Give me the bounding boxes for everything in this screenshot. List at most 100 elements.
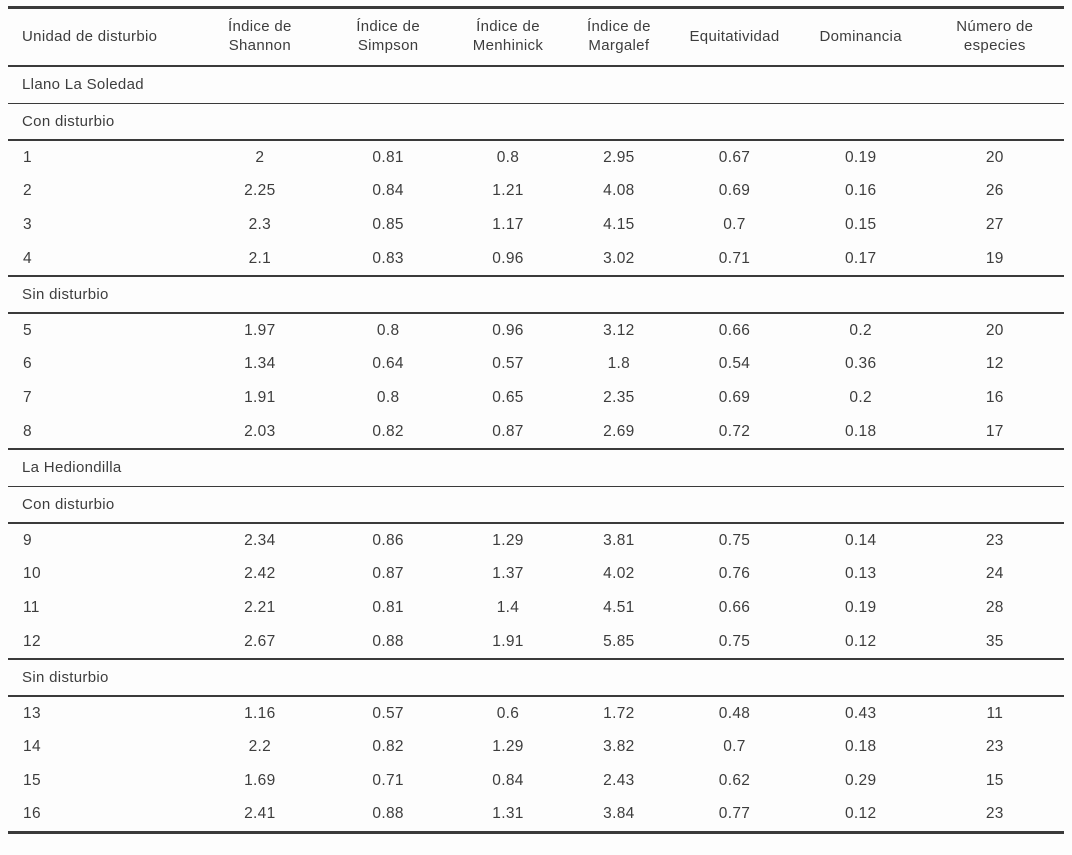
value-cell: 2.95 [603,148,635,166]
column-header-indice-margalef: Índice de Margalef [564,7,674,67]
unit-id-cell: 10 [23,565,41,582]
value-cell: 0.69 [718,182,751,199]
unit-id-cell: 3 [23,216,32,233]
value-cell: 23 [985,738,1004,755]
value-cell: 0.15 [844,216,877,233]
value-cell: 0.85 [372,216,404,233]
table-row: 1 2 0.81 0.8 2.95 0.67 0.19 20 [8,140,1064,174]
value-cell: 0.43 [844,704,877,722]
value-cell: 0.87 [451,415,565,450]
unit-id-cell: 5 [23,321,32,339]
value-cell: 2 [255,148,265,166]
value-cell: 0.12 [795,625,926,660]
value-cell: 1.8 [607,355,631,372]
value-cell: 0.81 [372,599,404,616]
value-cell: 0.7 [723,216,746,233]
table-row: 8 2.03 0.82 0.87 2.69 0.72 0.18 17 [8,415,1064,450]
value-cell: 1.31 [492,805,524,823]
column-header-indice-shannon: Índice de Shannon [194,7,325,67]
value-cell: 3.84 [603,805,635,823]
value-cell: 1.17 [492,216,524,233]
table-row: 11 2.21 0.81 1.4 4.51 0.66 0.19 28 [8,591,1064,625]
value-cell: 26 [985,182,1004,199]
section-row: Sin disturbio [8,659,1064,697]
value-cell: 0.87 [372,565,404,582]
section-row: Sin disturbio [8,276,1064,314]
value-cell: 0.75 [718,531,751,549]
table-row: 2 2.25 0.84 1.21 4.08 0.69 0.16 26 [8,174,1064,208]
section-label: Sin disturbio [8,659,1064,697]
value-cell: 3.82 [603,738,635,755]
value-cell: 0.96 [492,321,524,339]
value-cell: 0.6 [496,704,520,722]
value-cell: 23 [985,531,1004,549]
value-cell: 3.12 [603,321,635,339]
unit-id-cell: 8 [8,415,195,450]
value-cell: 12 [985,355,1004,372]
section-label: Con disturbio [8,486,1064,524]
value-cell: 20 [985,148,1004,166]
unit-id-cell: 1 [23,148,32,166]
unit-id-cell: 12 [8,625,195,660]
value-cell: 0.2 [849,389,872,406]
value-cell: 0.69 [718,389,751,406]
value-cell: 0.75 [673,625,796,660]
value-cell: 23 [985,805,1004,823]
value-cell: 11 [986,704,1004,722]
value-cell: 2.67 [194,625,325,660]
value-cell: 0.64 [372,355,404,372]
value-cell: 0.71 [372,772,404,789]
value-cell: 0.84 [372,182,404,199]
value-cell: 0.18 [844,738,877,755]
value-cell: 4.08 [603,182,635,199]
unit-id-cell: 7 [23,389,32,406]
value-cell: 1.34 [244,355,276,372]
value-cell: 1.29 [492,738,524,755]
table-body: Llano La Soledad Con disturbio 1 2 0.81 0.8 2.… [8,66,1064,832]
value-cell: 0.18 [795,415,926,450]
section-label: Sin disturbio [8,276,1064,314]
section-label: Con disturbio [8,103,1064,141]
value-cell: 1.29 [492,531,524,549]
value-cell: 16 [985,389,1004,406]
section-row: Llano La Soledad [8,66,1064,104]
value-cell: 0.54 [718,355,751,372]
value-cell: 2.1 [194,242,325,277]
column-header-indice-menhinick: Índice de Menhinick [451,7,565,67]
value-cell: 0.82 [324,415,452,450]
value-cell: 0.88 [372,805,404,823]
value-cell: 0.36 [844,355,877,372]
value-cell: 4.02 [603,565,635,582]
value-cell: 0.71 [673,242,796,277]
column-header-unidad-de-disturbio: Unidad de disturbio [8,7,195,67]
value-cell: 0.19 [844,599,877,616]
value-cell: 0.7 [723,738,746,755]
value-cell: 0.86 [372,531,404,549]
value-cell: 0.81 [372,148,404,166]
value-cell: 24 [985,565,1004,582]
header-row: Unidad de disturbio Índice de Shannon Ín… [8,7,1064,67]
value-cell: 0.14 [844,531,877,549]
value-cell: 1.16 [244,704,276,722]
value-cell: 2.35 [603,389,635,406]
value-cell: 0.67 [718,148,751,166]
table-header: Unidad de disturbio Índice de Shannon Ín… [8,7,1064,67]
unit-id-cell: 13 [23,704,41,722]
value-cell: 1.37 [492,565,524,582]
value-cell: 2.42 [244,565,276,582]
value-cell: 2.2 [248,738,272,755]
unit-id-cell: 11 [23,599,40,616]
value-cell: 2.21 [244,599,276,616]
value-cell: 0.16 [844,182,877,199]
unit-id-cell: 2 [23,182,32,199]
value-cell: 1.97 [244,321,276,339]
value-cell: 28 [985,599,1004,616]
value-cell: 0.12 [844,805,877,823]
section-row: Con disturbio [8,103,1064,141]
section-label: La Hediondilla [8,449,1064,487]
unit-id-cell: 6 [23,355,32,372]
value-cell: 0.8 [376,389,400,406]
column-header-dominancia: Dominancia [795,7,926,67]
value-cell: 0.57 [492,355,524,372]
